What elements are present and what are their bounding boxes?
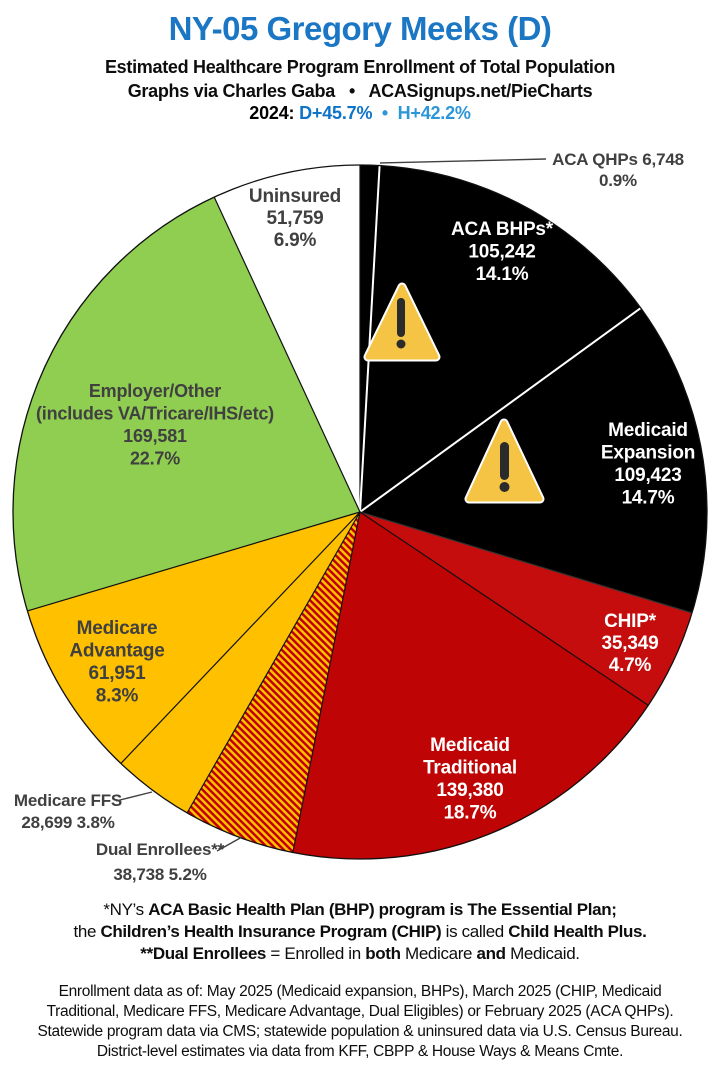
slice-label-employer-other: Employer/Other bbox=[89, 381, 221, 401]
pie-slice-employer-other bbox=[12, 197, 360, 611]
slice-boundary-employer-other bbox=[27, 511, 361, 612]
slice-label-dual-enrollees: Dual Enrollees** bbox=[96, 840, 225, 859]
slice-boundary-uninsured bbox=[213, 196, 361, 513]
slice-label-medicaid-expansion: Expansion bbox=[601, 443, 695, 464]
source-line: Traditional, Medicare FFS, Medicare Adva… bbox=[46, 1003, 674, 1020]
footnote-bold-text: both bbox=[365, 944, 401, 963]
slice-label-medicare-advantage: Medicare bbox=[77, 618, 158, 639]
page-title: NY-05 Gregory Meeks (D) bbox=[168, 10, 552, 47]
slice-label-medicare-ffs: 28,699 3.8% bbox=[21, 813, 114, 832]
slice-label-medicaid-traditional: 139,380 bbox=[436, 780, 503, 801]
slice-label-medicaid-traditional: 18.7% bbox=[444, 803, 497, 824]
slice-boundary-medicaid-traditional bbox=[359, 511, 649, 706]
warning-exclamation-dot bbox=[499, 482, 510, 492]
slice-label-medicare-advantage: Advantage bbox=[69, 641, 164, 662]
dem-margin: D+45.7% bbox=[299, 103, 373, 123]
year-label: 2024: bbox=[249, 103, 300, 123]
slice-label-chip: CHIP* bbox=[604, 611, 657, 632]
slice-label-employer-other: (includes VA/Tricare/IHS/etc) bbox=[36, 404, 274, 424]
slice-label-uninsured: 6.9% bbox=[274, 230, 317, 251]
footnote-text: *NY’s bbox=[103, 900, 149, 919]
slice-label-chip: 35,349 bbox=[602, 633, 659, 654]
source-line: Enrollment data as of: May 2025 (Medicai… bbox=[58, 983, 662, 1000]
footnote-bold-text: and bbox=[476, 944, 507, 963]
slice-boundary-chip bbox=[359, 511, 693, 614]
slice-label-aca-qhps: 0.9% bbox=[599, 171, 637, 190]
slice-label-medicaid-expansion: Medicaid bbox=[608, 420, 688, 441]
slice-label-dual-enrollees: 38,738 5.2% bbox=[113, 865, 206, 884]
footnote-text: the bbox=[73, 922, 101, 941]
pie-slice-medicare-ffs bbox=[120, 512, 361, 813]
slice-label-medicare-advantage: 8.3% bbox=[96, 686, 139, 707]
footnote-text: Medicaid. bbox=[505, 944, 580, 963]
margin-line: 2024: D+45.7% • H+42.2% bbox=[0, 103, 720, 124]
leader-line-medicare-ffs bbox=[115, 791, 153, 802]
slice-label-aca-bhps: 14.1% bbox=[476, 264, 529, 285]
slice-label-employer-other: 22.7% bbox=[130, 449, 180, 469]
leader-line-aca-qhps bbox=[379, 158, 547, 164]
slice-boundary-medicare-advantage bbox=[120, 511, 361, 764]
slice-label-aca-qhps: ACA QHPs 6,748 bbox=[552, 150, 684, 169]
pie-slice-medicare-advantage bbox=[27, 512, 360, 764]
footnote-text: is called bbox=[441, 922, 509, 941]
pie-slice-aca-bhps bbox=[360, 165, 641, 512]
source-line: District-level estimates via data from K… bbox=[96, 1043, 624, 1060]
leader-line-dual-enrollees bbox=[216, 836, 243, 852]
slice-boundary-dual-enrollees bbox=[292, 511, 361, 853]
source-note: Enrollment data as of: May 2025 (Medicai… bbox=[0, 982, 720, 1062]
slice-label-uninsured: Uninsured bbox=[249, 186, 341, 207]
pie-slice-uninsured bbox=[214, 165, 360, 512]
slice-label-medicare-advantage: 61,951 bbox=[89, 663, 147, 684]
footnote-text: Medicare bbox=[400, 944, 477, 963]
slice-label-chip: 4.7% bbox=[609, 655, 652, 676]
slice-label-medicaid-traditional: Medicaid bbox=[430, 735, 510, 756]
slice-label-medicaid-expansion: 14.7% bbox=[622, 488, 675, 509]
footnote-bold-text: **Dual Enrollees bbox=[140, 944, 267, 963]
source-line: Statewide program data via CMS; statewid… bbox=[37, 1023, 683, 1040]
slice-boundary-medicaid-expansion bbox=[359, 307, 642, 513]
footnote-line: **Dual Enrollees = Enrolled in both Medi… bbox=[0, 943, 720, 965]
credit-line: Graphs via Charles Gaba • ACASignups.net… bbox=[127, 81, 593, 101]
pie-slice-chip bbox=[360, 512, 692, 706]
footnotes: *NY’s ACA Basic Health Plan (BHP) progra… bbox=[0, 899, 720, 965]
slice-label-medicaid-expansion: 109,423 bbox=[614, 465, 681, 486]
pie-outline bbox=[12, 164, 708, 860]
slice-label-aca-bhps: ACA BHPs* bbox=[451, 219, 554, 240]
subtitle: Estimated Healthcare Program Enrollment … bbox=[104, 57, 616, 77]
slice-label-medicare-ffs: Medicare FFS bbox=[14, 791, 122, 810]
warning-exclamation-bar bbox=[397, 298, 405, 337]
footnote-line: the Children’s Health Insurance Program … bbox=[0, 921, 720, 943]
footnote-line: *NY’s ACA Basic Health Plan (BHP) progra… bbox=[0, 899, 720, 921]
footnote-bold-text: Children’s Health Insurance Program (CHI… bbox=[100, 922, 442, 941]
slice-boundary-aca-bhps bbox=[359, 165, 381, 513]
slice-label-employer-other: 169,581 bbox=[123, 426, 187, 446]
slice-label-aca-bhps: 105,242 bbox=[468, 242, 535, 263]
footnote-bold-text: Child Health Plus. bbox=[508, 922, 647, 941]
pie-slice-medicaid-traditional bbox=[292, 512, 649, 860]
pie-slice-dual-enrollees bbox=[187, 512, 360, 853]
house-margin: H+42.2% bbox=[397, 103, 471, 123]
warning-exclamation-dot bbox=[396, 339, 406, 349]
pie-slice-medicaid-expansion bbox=[360, 308, 707, 613]
slice-boundary-medicare-ffs bbox=[186, 511, 361, 814]
slice-label-medicaid-traditional: Traditional bbox=[423, 758, 517, 779]
bullet-separator: • bbox=[372, 103, 398, 123]
footnote-text: = Enrolled in bbox=[266, 944, 366, 963]
warning-exclamation-bar bbox=[500, 442, 509, 480]
slice-label-uninsured: 51,759 bbox=[267, 208, 324, 229]
footnote-bold-text: ACA Basic Health Plan (BHP) program is T… bbox=[148, 900, 617, 919]
